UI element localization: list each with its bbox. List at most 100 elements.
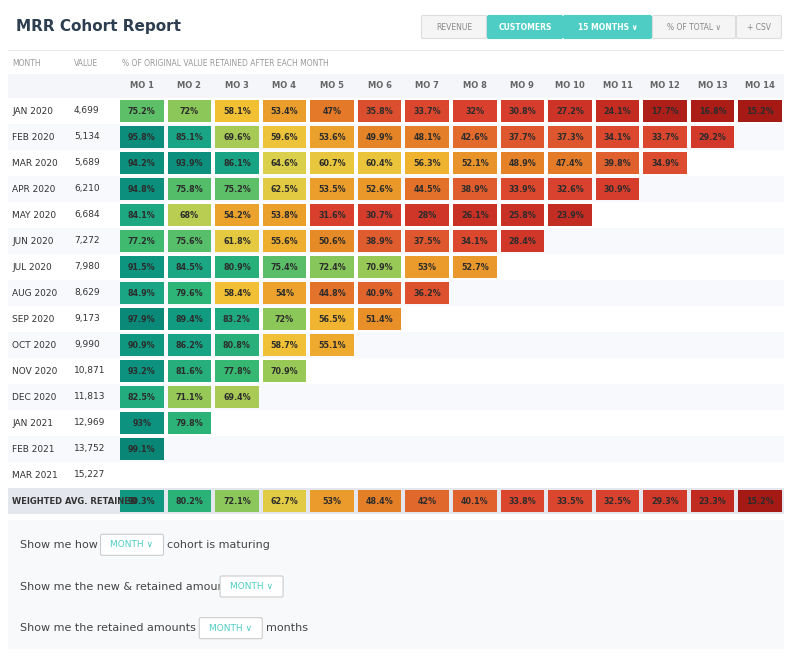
Bar xyxy=(215,256,259,278)
Bar xyxy=(310,308,354,330)
Text: 48.9%: 48.9% xyxy=(508,158,536,168)
Bar xyxy=(643,100,687,122)
Bar xyxy=(453,204,497,226)
Text: 15.2%: 15.2% xyxy=(746,497,774,505)
Text: FEB 2021: FEB 2021 xyxy=(12,445,55,453)
Text: MO 12: MO 12 xyxy=(650,81,680,91)
Bar xyxy=(406,230,449,252)
Text: 64.6%: 64.6% xyxy=(271,158,299,168)
Text: 97.9%: 97.9% xyxy=(128,315,155,323)
Bar xyxy=(215,204,259,226)
Bar xyxy=(501,126,544,148)
Bar xyxy=(8,436,784,462)
Text: 44.8%: 44.8% xyxy=(318,288,346,298)
Text: FEB 2020: FEB 2020 xyxy=(12,133,55,141)
Bar xyxy=(263,282,307,304)
Bar xyxy=(215,360,259,382)
Bar xyxy=(406,282,449,304)
Bar xyxy=(8,488,784,514)
Bar xyxy=(215,282,259,304)
Bar xyxy=(643,126,687,148)
Text: MAY 2020: MAY 2020 xyxy=(12,210,56,219)
Bar xyxy=(263,178,307,200)
Text: 80.9%: 80.9% xyxy=(223,263,251,271)
Bar xyxy=(8,462,784,488)
Text: WEIGHTED AVG. RETAINED: WEIGHTED AVG. RETAINED xyxy=(12,497,137,505)
Bar xyxy=(501,178,544,200)
Text: MONTH ∨: MONTH ∨ xyxy=(209,623,253,633)
Text: 25.8%: 25.8% xyxy=(508,210,536,219)
Text: 42%: 42% xyxy=(417,497,436,505)
Text: 24.1%: 24.1% xyxy=(604,106,631,116)
Bar xyxy=(215,100,259,122)
Text: 34.1%: 34.1% xyxy=(461,237,489,246)
Text: 40.9%: 40.9% xyxy=(366,288,394,298)
Text: 90.3%: 90.3% xyxy=(128,497,155,505)
Text: 62.5%: 62.5% xyxy=(271,185,299,194)
Bar xyxy=(215,386,259,408)
Bar xyxy=(453,100,497,122)
Text: 48.1%: 48.1% xyxy=(413,133,441,141)
Text: 15 MONTHS ∨: 15 MONTHS ∨ xyxy=(577,22,638,32)
Text: 93.2%: 93.2% xyxy=(128,367,156,376)
Bar xyxy=(310,152,354,174)
Text: 23.9%: 23.9% xyxy=(556,210,584,219)
FancyBboxPatch shape xyxy=(220,576,283,597)
Bar xyxy=(310,282,354,304)
Bar xyxy=(643,490,687,512)
Bar xyxy=(453,256,497,278)
Text: MO 10: MO 10 xyxy=(555,81,584,91)
Text: SEP 2020: SEP 2020 xyxy=(12,315,55,323)
Bar xyxy=(263,204,307,226)
Text: 5,134: 5,134 xyxy=(74,133,100,141)
Bar xyxy=(596,178,639,200)
Text: 70.9%: 70.9% xyxy=(271,367,299,376)
Text: 49.9%: 49.9% xyxy=(366,133,394,141)
Text: 12,969: 12,969 xyxy=(74,419,105,428)
Bar xyxy=(8,8,784,46)
Text: 69.6%: 69.6% xyxy=(223,133,251,141)
Text: 33.5%: 33.5% xyxy=(556,497,584,505)
Text: 32.5%: 32.5% xyxy=(604,497,631,505)
Bar xyxy=(643,152,687,174)
Text: 30.9%: 30.9% xyxy=(604,185,631,194)
Text: 30.8%: 30.8% xyxy=(508,106,536,116)
Bar xyxy=(406,126,449,148)
Text: APR 2020: APR 2020 xyxy=(12,185,55,194)
Bar xyxy=(406,256,449,278)
Bar xyxy=(120,204,164,226)
Bar xyxy=(120,230,164,252)
Bar xyxy=(738,490,782,512)
Text: 32.6%: 32.6% xyxy=(556,185,584,194)
Text: MONTH ∨: MONTH ∨ xyxy=(110,540,154,549)
Text: Show me how the: Show me how the xyxy=(20,540,120,550)
Bar xyxy=(8,358,784,384)
Text: 5,689: 5,689 xyxy=(74,158,100,168)
Text: MAR 2021: MAR 2021 xyxy=(12,470,58,480)
Text: 85.1%: 85.1% xyxy=(176,133,204,141)
Bar xyxy=(215,178,259,200)
Bar xyxy=(120,334,164,356)
Text: 81.6%: 81.6% xyxy=(176,367,204,376)
Bar xyxy=(215,490,259,512)
Text: 52.1%: 52.1% xyxy=(461,158,489,168)
Bar xyxy=(548,178,592,200)
Text: 28%: 28% xyxy=(417,210,437,219)
Bar xyxy=(310,126,354,148)
Text: 47%: 47% xyxy=(322,106,341,116)
FancyBboxPatch shape xyxy=(653,16,736,39)
Bar xyxy=(168,256,211,278)
Bar xyxy=(263,152,307,174)
Bar xyxy=(501,230,544,252)
FancyBboxPatch shape xyxy=(563,16,652,39)
Text: 23.3%: 23.3% xyxy=(699,497,726,505)
Text: 86.1%: 86.1% xyxy=(223,158,251,168)
Text: 61.8%: 61.8% xyxy=(223,237,251,246)
Bar xyxy=(8,98,784,124)
Bar xyxy=(406,178,449,200)
Bar xyxy=(168,412,211,434)
Bar xyxy=(501,100,544,122)
Bar xyxy=(120,490,164,512)
Text: 77.2%: 77.2% xyxy=(128,237,156,246)
Bar xyxy=(596,152,639,174)
